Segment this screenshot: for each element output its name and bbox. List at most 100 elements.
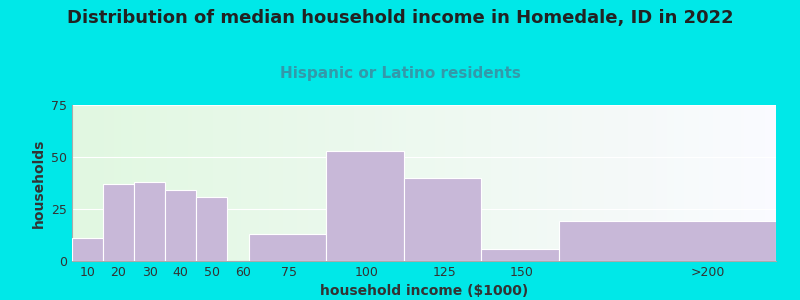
Bar	[227, 105, 230, 261]
Bar	[434, 105, 438, 261]
Bar	[562, 105, 565, 261]
Bar	[484, 105, 487, 261]
Bar	[245, 105, 248, 261]
Bar	[188, 105, 192, 261]
Bar	[515, 105, 519, 261]
Bar	[273, 105, 276, 261]
Bar	[301, 105, 304, 261]
Bar	[276, 105, 280, 261]
Bar	[579, 105, 582, 261]
Bar	[238, 105, 241, 261]
Bar	[702, 105, 706, 261]
Bar	[642, 105, 646, 261]
Bar	[406, 105, 410, 261]
Bar	[558, 105, 562, 261]
Bar	[698, 105, 702, 261]
Bar	[72, 105, 75, 261]
Bar	[223, 105, 227, 261]
Bar	[593, 105, 597, 261]
Bar	[110, 105, 114, 261]
Bar	[438, 105, 442, 261]
Y-axis label: households: households	[31, 138, 46, 228]
Bar	[607, 105, 610, 261]
Bar	[751, 105, 755, 261]
Bar	[726, 105, 730, 261]
Bar	[670, 105, 674, 261]
Bar	[125, 105, 128, 261]
Bar	[744, 105, 748, 261]
Bar	[554, 105, 558, 261]
Bar	[663, 105, 667, 261]
Bar	[716, 105, 720, 261]
Bar	[139, 105, 142, 261]
Bar	[216, 105, 220, 261]
Bar	[163, 105, 167, 261]
Bar	[650, 105, 653, 261]
Bar	[470, 105, 474, 261]
Bar	[249, 234, 326, 261]
Bar	[632, 105, 635, 261]
Bar	[449, 105, 452, 261]
Bar	[160, 105, 163, 261]
Bar	[90, 105, 93, 261]
Bar	[635, 105, 638, 261]
Bar	[150, 105, 153, 261]
Bar	[357, 105, 361, 261]
Bar	[656, 105, 660, 261]
Bar	[522, 105, 526, 261]
Bar	[392, 105, 396, 261]
Bar	[466, 105, 470, 261]
Bar	[452, 105, 456, 261]
Bar	[196, 196, 227, 261]
Bar	[526, 105, 530, 261]
Bar	[550, 105, 554, 261]
Bar	[371, 105, 374, 261]
Text: Hispanic or Latino residents: Hispanic or Latino residents	[279, 66, 521, 81]
Bar	[318, 105, 322, 261]
Bar	[251, 105, 255, 261]
Bar	[638, 105, 642, 261]
Bar	[336, 105, 339, 261]
Bar	[122, 105, 125, 261]
Bar	[565, 105, 568, 261]
Bar	[104, 105, 107, 261]
Bar	[618, 105, 621, 261]
Bar	[107, 105, 110, 261]
Bar	[132, 105, 135, 261]
Bar	[198, 105, 202, 261]
Bar	[294, 105, 298, 261]
Bar	[568, 105, 572, 261]
Bar	[290, 105, 294, 261]
Bar	[614, 105, 618, 261]
Bar	[482, 248, 559, 261]
X-axis label: household income ($1000): household income ($1000)	[320, 284, 528, 298]
Bar	[494, 105, 498, 261]
Bar	[404, 178, 482, 261]
Bar	[691, 105, 695, 261]
Bar	[723, 105, 726, 261]
Bar	[509, 105, 512, 261]
Bar	[386, 105, 389, 261]
Bar	[660, 105, 663, 261]
Bar	[134, 182, 165, 261]
Bar	[762, 105, 766, 261]
Bar	[421, 105, 424, 261]
Bar	[685, 105, 688, 261]
Bar	[326, 105, 329, 261]
Bar	[206, 105, 210, 261]
Bar	[572, 105, 575, 261]
Bar	[368, 105, 371, 261]
Bar	[586, 105, 590, 261]
Bar	[286, 105, 290, 261]
Bar	[498, 105, 502, 261]
Bar	[414, 105, 417, 261]
Bar	[378, 105, 382, 261]
Bar	[445, 105, 449, 261]
Bar	[346, 105, 350, 261]
Bar	[695, 105, 698, 261]
Bar	[706, 105, 709, 261]
Bar	[343, 105, 346, 261]
Bar	[621, 105, 625, 261]
Bar	[269, 105, 273, 261]
Bar	[758, 105, 762, 261]
